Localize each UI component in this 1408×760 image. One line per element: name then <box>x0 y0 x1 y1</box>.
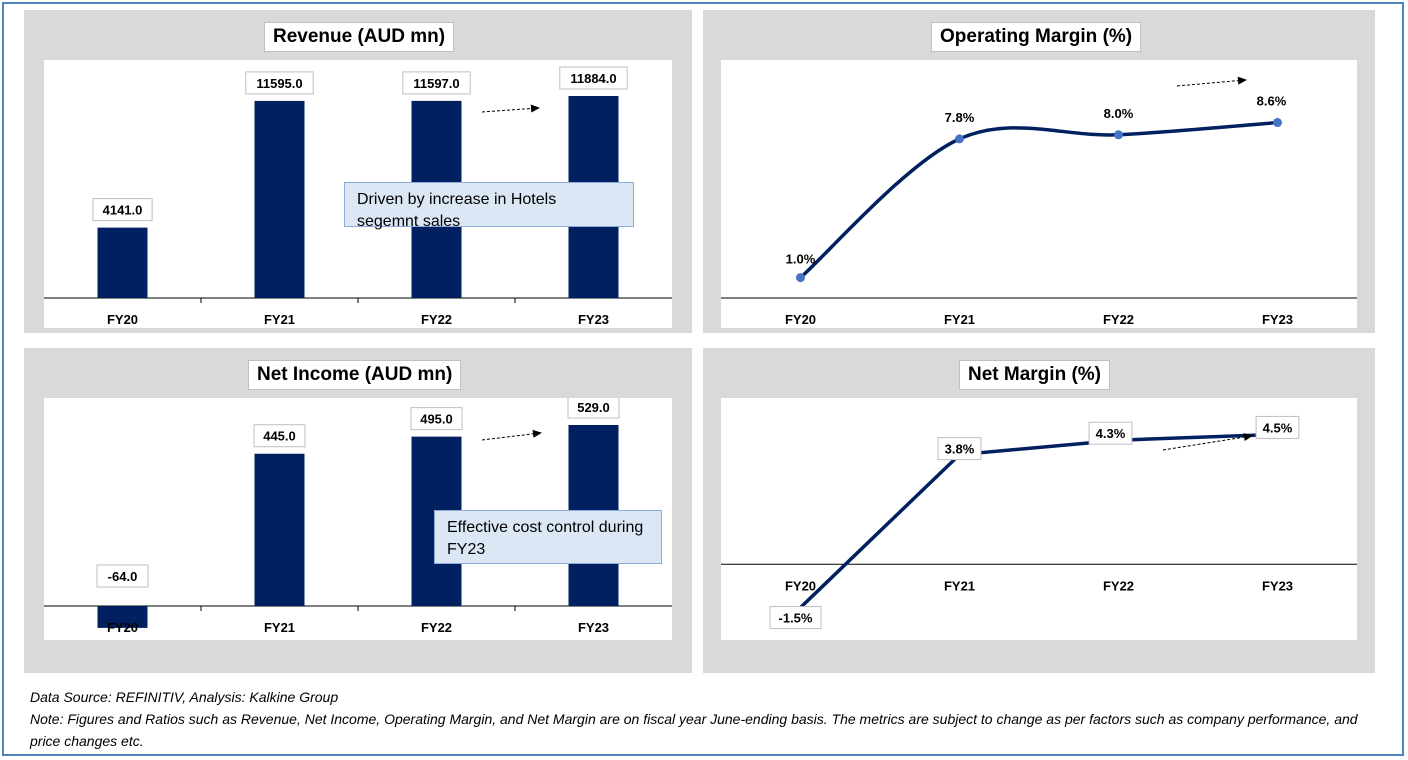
data-point-fy22 <box>1114 130 1123 140</box>
data-label-fy23: 8.6% <box>1257 94 1287 109</box>
revenue-chart-title: Revenue (AUD mn) <box>264 22 455 52</box>
x-tick-label: FY23 <box>1262 312 1293 327</box>
x-tick-label: FY23 <box>578 620 609 635</box>
bar-fy21 <box>254 100 305 298</box>
data-point-fy21 <box>955 134 964 144</box>
data-label-fy21: 445.0 <box>253 424 306 448</box>
data-label-fy23: 529.0 <box>567 395 620 419</box>
net-income-annotation: Effective cost control during FY23 <box>434 510 662 564</box>
svg-text:11597.0: 11597.0 <box>413 76 459 91</box>
revenue-annotation: Driven by increase in Hotels segemnt sal… <box>344 182 634 230</box>
data-label-fy20: -1.5% <box>769 606 822 630</box>
trend-arrow <box>1176 76 1247 87</box>
bar-fy20 <box>97 606 148 628</box>
data-point-fy23 <box>1273 118 1282 128</box>
svg-text:-1.5%: -1.5% <box>779 611 813 626</box>
x-tick-label: FY21 <box>944 578 975 593</box>
net-margin-panel: -1.5% FY20 3.8% FY21 4.3% FY22 4.5% FY23 Net Ma… <box>703 348 1375 673</box>
note-text: Note: Figures and Ratios such as Revenue… <box>30 711 1358 749</box>
trend-arrow <box>481 104 540 113</box>
data-label-fy20: 1.0% <box>786 252 816 267</box>
svg-text:11884.0: 11884.0 <box>570 71 616 86</box>
svg-text:529.0: 529.0 <box>577 400 610 415</box>
svg-text:4141.0: 4141.0 <box>103 203 143 218</box>
operating-margin-chart: 1.0% FY20 7.8% FY21 8.0% FY22 8.6% FY23 <box>721 76 1357 327</box>
data-label-fy21: 11595.0 <box>245 71 314 95</box>
x-tick-label: FY20 <box>785 578 816 593</box>
svg-text:445.0: 445.0 <box>263 429 296 444</box>
x-tick-label: FY22 <box>1103 578 1134 593</box>
operating-margin-chart-title: Operating Margin (%) <box>931 22 1142 52</box>
x-tick-label: FY22 <box>421 620 452 635</box>
data-label-fy22: 8.0% <box>1104 106 1134 121</box>
x-tick-label: FY20 <box>785 312 816 327</box>
data-label-fy20: 4141.0 <box>92 198 153 222</box>
net-margin-plot-area: -1.5% FY20 3.8% FY21 4.3% FY22 4.5% FY23 <box>721 398 1357 640</box>
bar-fy21 <box>254 453 305 606</box>
series-line <box>799 432 1278 609</box>
net-margin-chart-title: Net Margin (%) <box>959 360 1110 390</box>
svg-text:11595.0: 11595.0 <box>256 76 302 91</box>
x-tick-label: FY23 <box>1262 578 1293 593</box>
data-label-fy22: 4.3% <box>1088 421 1133 445</box>
x-tick-label: FY22 <box>421 312 452 327</box>
bar-fy20 <box>97 227 148 298</box>
data-source-text: Data Source: REFINITIV, Analysis: Kalkin… <box>30 689 339 705</box>
x-tick-label: FY21 <box>264 312 295 327</box>
x-tick-label: FY21 <box>944 312 975 327</box>
operating-margin-plot-area: 1.0% FY20 7.8% FY21 8.0% FY22 8.6% FY23 <box>721 60 1357 328</box>
data-label-fy23: 4.5% <box>1255 415 1300 439</box>
svg-text:-64.0: -64.0 <box>108 569 138 584</box>
x-tick-label: FY22 <box>1103 312 1134 327</box>
trend-arrow <box>1162 433 1253 451</box>
net-income-chart-title: Net Income (AUD mn) <box>248 360 462 390</box>
svg-text:3.8%: 3.8% <box>945 442 975 457</box>
operating-margin-panel: 1.0% FY20 7.8% FY21 8.0% FY22 8.6% FY23 Operati… <box>703 10 1375 333</box>
data-label-fy23: 11884.0 <box>559 66 628 90</box>
data-label-fy21: 3.8% <box>937 437 982 461</box>
net-margin-chart: -1.5% FY20 3.8% FY21 4.3% FY22 4.5% FY23 <box>721 415 1357 630</box>
series-line <box>799 120 1278 279</box>
data-label-fy22: 495.0 <box>410 407 463 431</box>
net-income-panel: -64.0 FY20 445.0 FY21 495.0 FY22 529.0 FY23 Net… <box>24 348 692 673</box>
x-tick-label: FY23 <box>578 312 609 327</box>
data-label-fy22: 11597.0 <box>402 71 471 95</box>
revenue-panel: 4141.0 FY20 11595.0 FY21 11597.0 FY22 11884.0 F… <box>24 10 692 333</box>
svg-text:4.3%: 4.3% <box>1096 426 1126 441</box>
x-tick-label: FY20 <box>107 620 138 635</box>
data-point-fy20 <box>796 273 805 283</box>
trend-arrow <box>481 429 542 441</box>
svg-text:495.0: 495.0 <box>420 412 453 427</box>
data-label-fy20: -64.0 <box>96 564 149 588</box>
x-tick-label: FY20 <box>107 312 138 327</box>
svg-text:4.5%: 4.5% <box>1263 420 1293 435</box>
data-label-fy21: 7.8% <box>945 110 975 125</box>
footer: Data Source: REFINITIV, Analysis: Kalkin… <box>30 686 1380 752</box>
x-tick-label: FY21 <box>264 620 295 635</box>
